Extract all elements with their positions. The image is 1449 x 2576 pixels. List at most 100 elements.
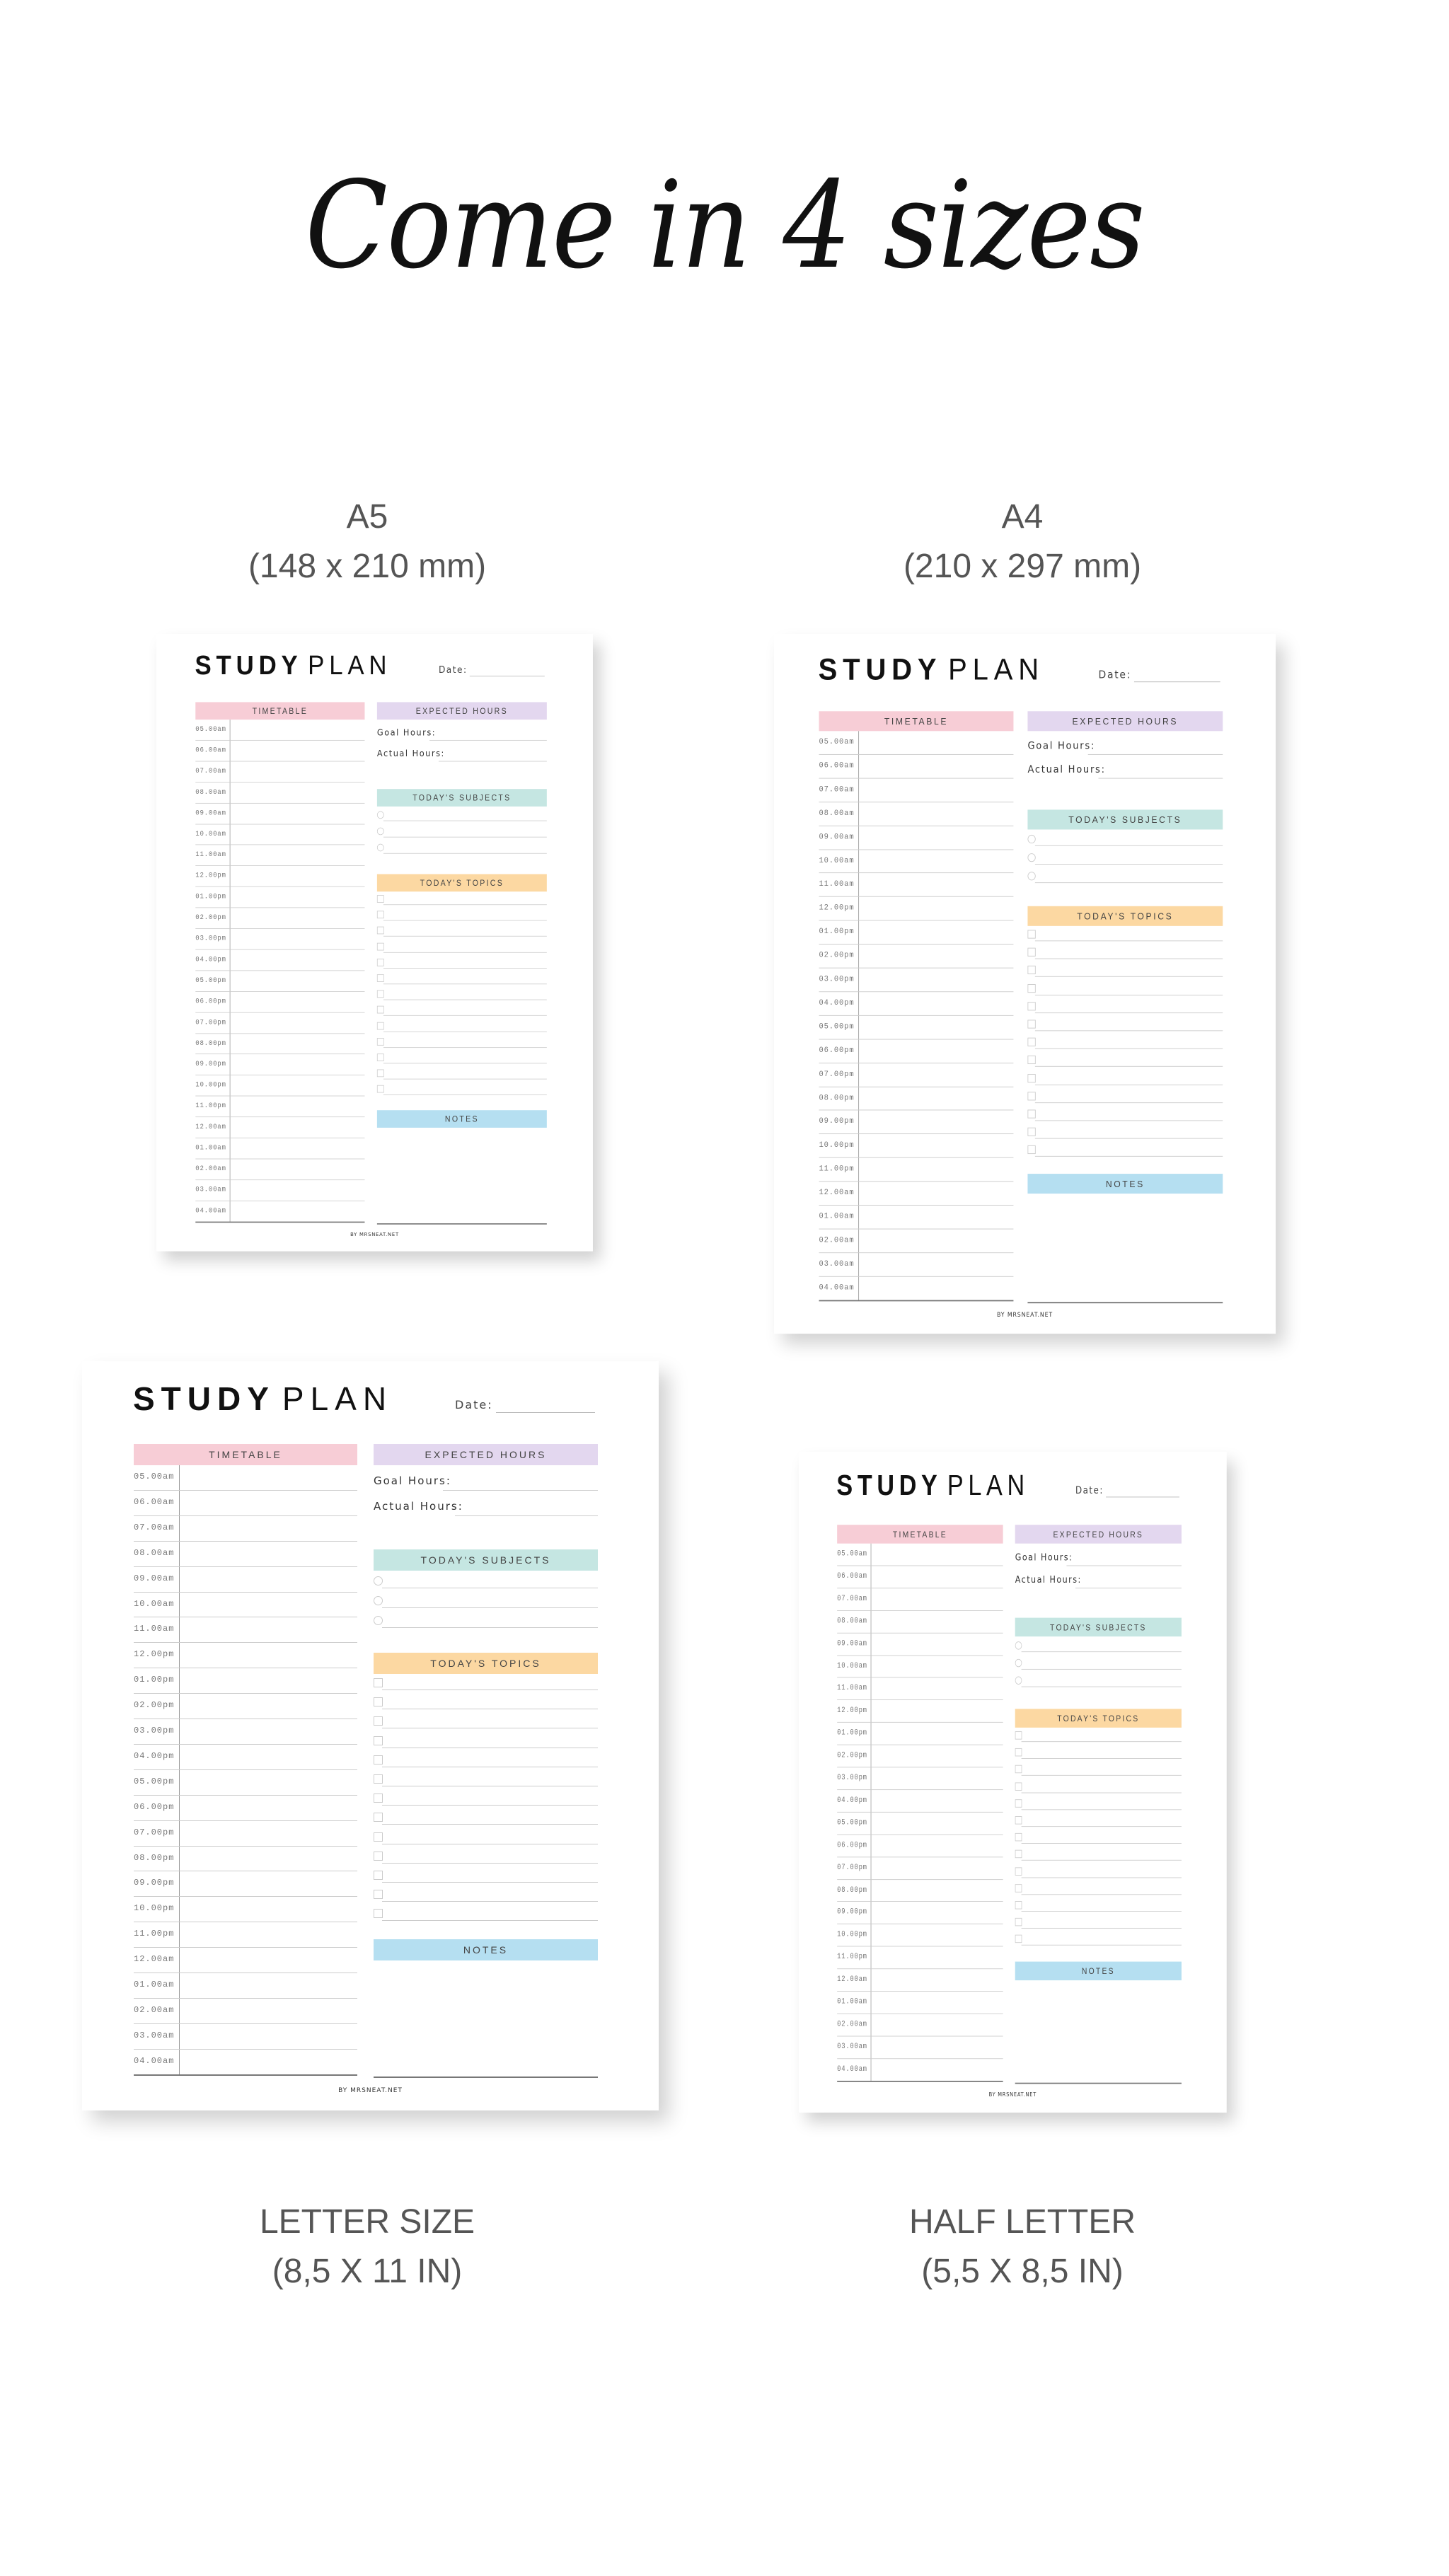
topic-checkbox: [374, 1794, 383, 1803]
time-label: 05.00pm: [837, 1818, 867, 1827]
topic-line: [1021, 1911, 1182, 1912]
planner-title: STUDY PLAN: [133, 1380, 393, 1418]
date-line: [496, 1412, 595, 1413]
topic-checkbox: [376, 895, 384, 903]
topic-line: [383, 904, 547, 906]
topic-checkbox: [376, 1037, 384, 1046]
time-label: 12.00pm: [819, 903, 855, 913]
topic-line: [1034, 1138, 1223, 1139]
topic-checkbox: [1027, 1020, 1036, 1029]
size-dimensions: (148 x 210 mm): [248, 548, 487, 585]
time-label: 06.00am: [195, 746, 226, 754]
footer-credit: BY MRSNEAT.NET: [996, 1312, 1053, 1319]
topic-checkbox: [374, 1678, 383, 1687]
subject-circle: [1015, 1658, 1022, 1668]
timetable-divider: [179, 1465, 180, 2075]
topic-checkbox: [1015, 1765, 1022, 1774]
headline: Come in 4 sizes: [305, 156, 1145, 296]
time-label: 11.00pm: [837, 1952, 867, 1961]
topic-line: [383, 1015, 547, 1017]
time-label: 08.00pm: [134, 1852, 175, 1863]
subject-circle: [1027, 853, 1036, 862]
topic-checkbox: [376, 990, 384, 998]
goal-hours-label: Goal Hours:: [1027, 739, 1096, 752]
timetable-row: [195, 928, 365, 929]
time-label: 11.00pm: [819, 1164, 855, 1174]
time-label: 09.00pm: [195, 1059, 226, 1068]
topic-checkbox: [376, 1085, 384, 1093]
time-label: 01.00am: [195, 1143, 226, 1152]
timetable-row: [819, 967, 1014, 969]
topic-line: [1021, 1741, 1182, 1743]
topic-checkbox: [1015, 1748, 1022, 1757]
topic-checkbox: [374, 1832, 383, 1842]
topic-line: [1034, 1120, 1223, 1121]
size-name: A4: [1001, 498, 1044, 536]
notes-header: NOTES: [376, 1110, 547, 1128]
size-name: LETTER SIZE: [259, 2203, 475, 2241]
time-label: 08.00pm: [837, 1885, 867, 1894]
time-label: 04.00am: [134, 2055, 175, 2066]
topic-line: [383, 1094, 547, 1096]
subject-circle: [376, 811, 384, 819]
timetable-row: [134, 1997, 357, 1999]
timetable-row: [837, 1878, 1003, 1880]
topic-checkbox: [1027, 1145, 1036, 1155]
timetable-row: [819, 1086, 1014, 1087]
timetable-row: [195, 886, 365, 887]
topic-checkbox: [1015, 1901, 1022, 1910]
time-label: 05.00pm: [134, 1776, 175, 1786]
topic-line: [382, 1901, 598, 1902]
timetable-row: [134, 1743, 357, 1745]
timetable-row: [195, 949, 365, 950]
topic-checkbox: [1027, 1092, 1036, 1101]
subject-line: [383, 836, 547, 838]
subject-circle: [1027, 872, 1036, 881]
title-light: PLAN: [948, 652, 1044, 686]
time-label: 02.00pm: [819, 950, 855, 960]
expected-hours-header: EXPECTED HOURS: [374, 1444, 598, 1465]
notes-header: NOTES: [1027, 1174, 1223, 1194]
planner-page: STUDY PLAN Date: TIMETABLE 05.00am 06.00am 07.…: [799, 1452, 1227, 2113]
time-label: 03.00pm: [134, 1726, 175, 1735]
notes-bottom-line: [1027, 1302, 1223, 1304]
topic-checkbox: [376, 911, 384, 919]
timetable-row: [134, 2074, 357, 2076]
date-label: Date:: [438, 664, 468, 676]
topic-line: [1021, 1894, 1182, 1895]
timetable-row: [819, 1109, 1014, 1111]
topic-line: [382, 1920, 598, 1922]
time-label: 08.00pm: [195, 1039, 226, 1047]
timetable-row: [819, 825, 1014, 826]
title-bold: STUDY: [818, 652, 942, 686]
time-label: 01.00am: [837, 1997, 867, 2006]
topic-line: [1034, 1030, 1223, 1032]
timetable-row: [837, 2058, 1003, 2059]
notes-bottom-line: [374, 2077, 598, 2078]
time-label: 05.00am: [134, 1472, 175, 1482]
topic-checkbox: [1015, 1884, 1022, 1893]
size-label-letter: LETTER SIZE (8,5 X 11 IN): [120, 2197, 615, 2297]
timetable-row: [819, 1181, 1014, 1182]
planner-title: STUDY PLAN: [836, 1468, 1029, 1502]
actual-hours-line: [455, 1515, 598, 1516]
topic-checkbox: [374, 1755, 383, 1764]
time-label: 03.00pm: [819, 974, 855, 984]
topic-checkbox: [1027, 1109, 1036, 1119]
time-label: 02.00pm: [195, 913, 226, 922]
time-label: 01.00pm: [134, 1675, 175, 1685]
timetable-row: [819, 1300, 1014, 1301]
time-label: 04.00pm: [819, 998, 855, 1007]
time-label: 11.00am: [195, 850, 226, 859]
time-label: 12.00am: [134, 1954, 175, 1965]
topic-checkbox: [1027, 930, 1036, 939]
date-line: [1133, 681, 1220, 683]
time-label: 10.00pm: [195, 1080, 226, 1089]
footer-credit: BY MRSNEAT.NET: [350, 1232, 399, 1238]
time-label: 01.00am: [134, 1980, 175, 1989]
title-light: PLAN: [308, 649, 392, 681]
topic-line: [383, 1078, 547, 1080]
topic-line: [1034, 1012, 1223, 1013]
time-label: 08.00am: [134, 1547, 175, 1558]
time-label: 05.00am: [195, 724, 226, 734]
